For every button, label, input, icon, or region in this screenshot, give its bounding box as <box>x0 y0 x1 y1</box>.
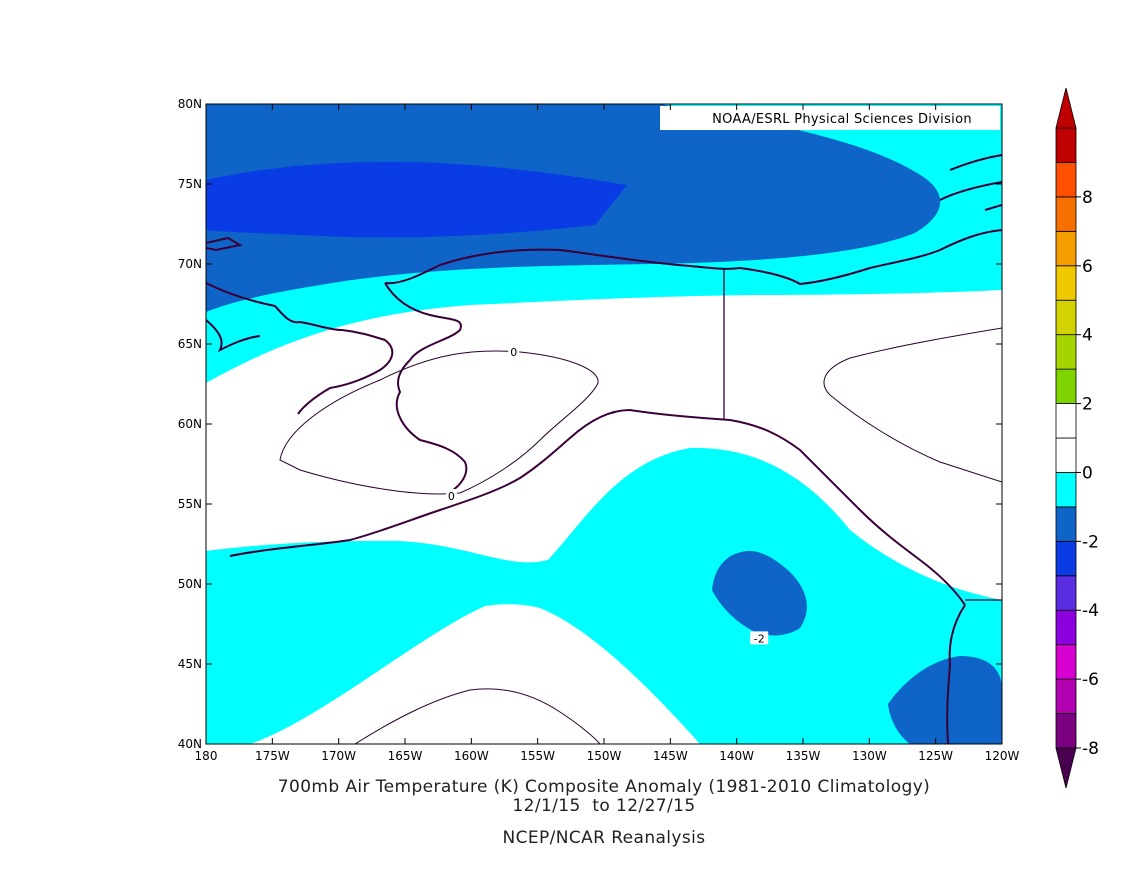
colorbar-segment <box>1055 506 1077 542</box>
credit-text: NOAA/ESRL Physical Sciences Division <box>712 112 972 127</box>
lon-tick-label: 130W <box>852 749 887 763</box>
colorbar-segment <box>1055 540 1077 577</box>
lat-tick-label: 55N <box>178 497 202 511</box>
colorbar-segment <box>1055 678 1077 714</box>
colorbar-label: -4 <box>1082 601 1099 621</box>
lat-tick-label: 60N <box>178 417 202 431</box>
contour-labels: 0 0 -2 <box>445 345 769 645</box>
coast-siberia-north <box>206 236 243 252</box>
contour-label-bg <box>750 631 769 645</box>
coastlines <box>206 154 1002 744</box>
lon-tick-label: 165W <box>388 749 423 763</box>
lon-tick-label: 180 <box>195 749 218 763</box>
lon-tick-label: 160W <box>454 749 489 763</box>
title-line-3: NCEP/NCAR Reanalysis <box>502 828 705 848</box>
coast-chukotka <box>206 282 394 415</box>
colorbar-segment <box>1055 403 1077 439</box>
colorbar-label: 0 <box>1082 463 1093 483</box>
credit-background <box>660 106 1000 130</box>
colorbar: -8 -6 -4 -2 0 2 4 6 8 <box>1055 87 1099 789</box>
deepblue-shade-north <box>206 161 627 238</box>
zero-contour-east <box>823 327 1002 483</box>
lat-tick-label: 75N <box>178 177 202 191</box>
lon-tick-label: 150W <box>587 749 622 763</box>
colorbar-segment <box>1055 368 1077 404</box>
colorbar-label: -8 <box>1082 739 1099 759</box>
white-shade-south <box>250 604 700 744</box>
latitude-axis: 80N 75N 70N 65N 60N 55N 50N 45N 40N <box>178 97 1002 751</box>
colorbar-arrow-bottom <box>1055 747 1077 789</box>
lat-tick-label: 70N <box>178 257 202 271</box>
lat-tick-label: 40N <box>178 737 202 751</box>
credit-box: NOAA/ESRL Physical Sciences Division <box>660 106 1000 130</box>
coast-alaska-north <box>384 229 1002 286</box>
lat-tick-label: 50N <box>178 577 202 591</box>
title-line-1: 700mb Air Temperature (K) Composite Anom… <box>278 777 930 797</box>
lon-tick-label: 145W <box>653 749 688 763</box>
contour-label: 0 <box>510 346 517 359</box>
colorbar-segment <box>1055 162 1077 198</box>
zero-contour-south <box>354 688 601 744</box>
colorbar-label: -6 <box>1082 670 1099 690</box>
colorbar-segment <box>1055 713 1077 749</box>
coast-alaska-gulf <box>569 408 966 606</box>
coast-canada-arctic-islands <box>939 154 1002 211</box>
colorbar-label: 4 <box>1082 326 1093 346</box>
colorbar-segment <box>1055 334 1077 370</box>
colorbar-label: 6 <box>1082 257 1093 277</box>
coast-bc-mainland <box>946 604 966 744</box>
colorbar-label: 2 <box>1082 395 1093 415</box>
contour-label-bg <box>445 489 457 502</box>
colorbar-segment <box>1055 196 1077 232</box>
colorbar-segment <box>1055 265 1077 301</box>
colorbar-segment <box>1055 299 1077 336</box>
lon-tick-label: 125W <box>918 749 953 763</box>
longitude-axis: 180 175W 170W 165W 160W 155W 150W 145W 140W 135W 1… <box>195 104 1020 763</box>
lon-tick-label: 140W <box>719 749 754 763</box>
lat-tick-label: 45N <box>178 657 202 671</box>
colorbar-segment <box>1055 230 1077 267</box>
contour-label-bg <box>508 345 520 358</box>
colorbar-segment <box>1055 609 1077 646</box>
coast-aleutians <box>229 437 571 557</box>
lon-tick-label: 170W <box>321 749 356 763</box>
lon-tick-label: 175W <box>255 749 290 763</box>
lat-tick-label: 80N <box>178 97 202 111</box>
colorbar-segment <box>1055 127 1077 163</box>
map-panel: 0 0 -2 <box>206 104 1002 744</box>
lon-tick-label: 135W <box>786 749 821 763</box>
contour-label: -2 <box>754 632 765 645</box>
colorbar-segment <box>1055 644 1077 680</box>
colorbar-segment <box>1055 437 1077 473</box>
lon-tick-label: 120W <box>985 749 1020 763</box>
colorbar-label: 8 <box>1082 188 1093 208</box>
colorbar-segment <box>1055 472 1077 508</box>
colorbar-segment <box>1055 575 1077 611</box>
contour-label: 0 <box>448 490 455 503</box>
title-line-2: 12/1/15 to 12/27/15 <box>512 796 695 816</box>
colorbar-arrow-top <box>1055 87 1077 129</box>
zero-contour-west <box>279 350 599 495</box>
lat-tick-label: 65N <box>178 337 202 351</box>
blue-shade-blob-2 <box>888 656 1002 744</box>
figure-title: 700mb Air Temperature (K) Composite Anom… <box>278 777 930 848</box>
blue-shade-blob-1 <box>712 551 807 636</box>
colorbar-label: -2 <box>1082 532 1099 552</box>
coast-alaska-west <box>384 282 468 493</box>
lon-tick-label: 155W <box>520 749 555 763</box>
coast-east-siberia <box>206 319 261 353</box>
